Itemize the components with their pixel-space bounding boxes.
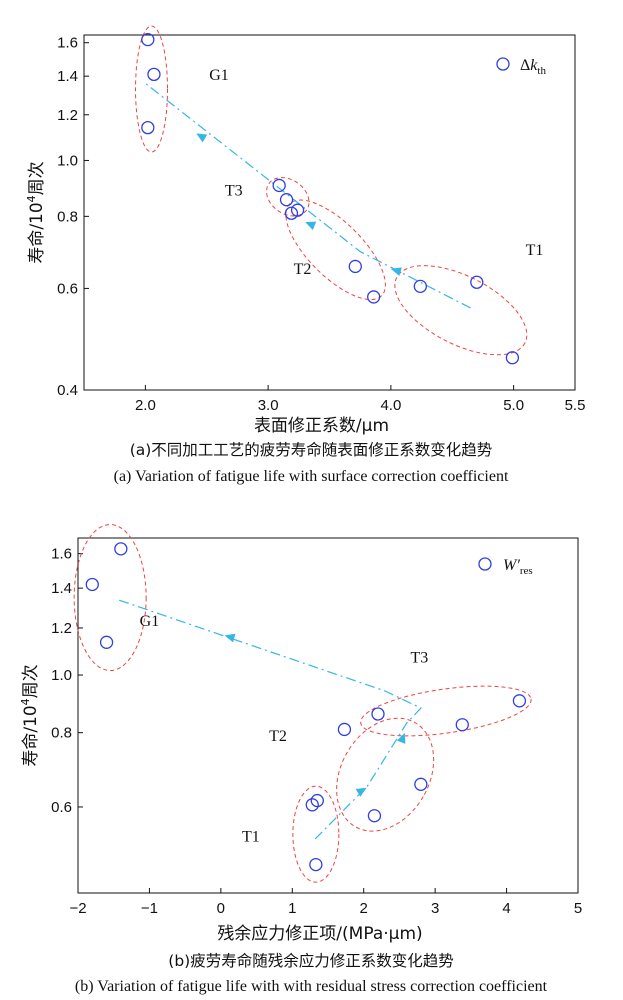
y-tick-label: 1.2 xyxy=(57,107,78,124)
trend-arrow-icon xyxy=(390,267,402,277)
data-point xyxy=(470,275,484,289)
y-tick-label: 1.2 xyxy=(51,620,72,637)
y-tick-label: 1.4 xyxy=(57,68,78,85)
group-ellipse-t3 xyxy=(360,685,532,737)
data-point xyxy=(348,259,362,274)
caption-english: (a) Variation of fatigue life with surfa… xyxy=(114,468,509,485)
plot-frame xyxy=(77,537,579,894)
legend: W′res xyxy=(478,557,533,577)
group-ellipse-t2 xyxy=(285,199,386,301)
group-label-g1: G1 xyxy=(209,67,229,84)
trend-arrow-icon xyxy=(224,633,236,643)
y-axis-label: 寿命/104周次 xyxy=(25,161,47,263)
chart-a: 2.0 3.0 4.0 5.0 5.5 1.6 1.4 1.2 1.0 0.8 0.6 0.4 表面修正… xyxy=(25,25,586,485)
y-tick-label: 0.4 xyxy=(57,382,78,399)
group-label-g1: G1 xyxy=(140,613,160,630)
data-point xyxy=(505,351,520,365)
trend-arrow-icon xyxy=(355,787,367,797)
group-ellipse-t2 xyxy=(336,717,435,832)
caption-english: (b) Variation of fatigue life with with … xyxy=(75,978,548,995)
x-tick-label: 3.0 xyxy=(258,397,279,414)
group-label-t1: T1 xyxy=(242,828,260,845)
data-point xyxy=(310,793,324,808)
x-tick-label: −2 xyxy=(69,900,86,917)
data-point xyxy=(147,67,161,82)
y-tick-label: 0.8 xyxy=(57,208,78,225)
group-ellipse-t1 xyxy=(292,785,340,883)
data-point xyxy=(85,577,99,592)
group-ellipse-t1 xyxy=(394,265,528,356)
data-point xyxy=(413,279,427,293)
x-axis-label: 表面修正系数/μm xyxy=(254,416,389,436)
trend-arrow-icon xyxy=(196,133,208,143)
data-point xyxy=(272,178,286,193)
x-tick-label: −1 xyxy=(141,900,158,917)
x-tick-label: 5.5 xyxy=(565,397,586,414)
legend-marker xyxy=(496,57,510,71)
data-point xyxy=(367,290,381,304)
data-point xyxy=(141,120,155,135)
x-tick-label: 5 xyxy=(574,900,582,917)
x-tick-label: 5.0 xyxy=(503,397,524,414)
y-tick-label: 1.6 xyxy=(51,546,72,563)
trend-arrow-icon xyxy=(396,732,406,744)
group-label-t2: T2 xyxy=(269,728,287,745)
data-point xyxy=(367,809,382,823)
x-tick-label: 0 xyxy=(217,900,225,917)
x-tick-label: 2 xyxy=(360,900,368,917)
caption-chinese: (b)疲劳寿命随残余应力修正系数变化趋势 xyxy=(168,951,453,970)
y-axis-label: 寿命/104周次 xyxy=(19,664,41,766)
data-point xyxy=(337,722,352,737)
trend-line xyxy=(117,598,422,840)
data-point xyxy=(512,694,527,708)
group-label-t3: T3 xyxy=(411,649,429,666)
y-tick-label: 0.6 xyxy=(51,799,72,816)
chart-b: −2 −1 0 1 2 3 4 5 1.6 1.4 1.2 1.0 0.8 0.6 残余应力修正项/(MPa… xyxy=(19,524,582,995)
legend-label: W′res xyxy=(503,557,533,577)
data-point xyxy=(141,32,155,47)
x-tick-label: 3 xyxy=(431,900,439,917)
group-label-t1: T1 xyxy=(526,242,544,259)
legend: Δkth xyxy=(496,57,546,77)
group-label-t2: T2 xyxy=(294,261,312,278)
x-tick-label: 1 xyxy=(288,900,296,917)
y-tick-label: 1.6 xyxy=(57,35,78,52)
caption-chinese: (a)不同加工工艺的疲劳寿命随表面修正系数变化趋势 xyxy=(130,441,493,459)
x-tick-label: 4 xyxy=(502,900,510,917)
y-tick-label: 0.6 xyxy=(57,280,78,297)
legend-marker xyxy=(478,557,492,571)
trend-arrow-icon xyxy=(305,221,317,231)
group-label-t3: T3 xyxy=(225,182,243,199)
x-tick-label: 4.0 xyxy=(380,397,401,414)
data-point xyxy=(290,203,305,217)
data-point xyxy=(284,206,299,220)
y-tick-label: 1.0 xyxy=(57,152,78,169)
x-axis-label: 残余应力修正项/(MPa·μm) xyxy=(217,924,422,944)
data-point xyxy=(114,542,128,556)
data-point xyxy=(414,777,428,791)
legend-label: Δkth xyxy=(520,57,546,77)
group-ellipse-t3 xyxy=(266,177,310,217)
trend-line xyxy=(145,82,471,309)
group-ellipse-g1 xyxy=(135,25,169,153)
group-ellipse-g1 xyxy=(73,524,147,672)
data-point xyxy=(99,635,114,649)
data-point xyxy=(309,857,323,872)
data-point xyxy=(371,707,385,721)
x-tick-label: 2.0 xyxy=(135,397,156,414)
data-point xyxy=(279,193,294,207)
data-point xyxy=(305,798,319,812)
plot-frame xyxy=(83,34,576,391)
y-tick-label: 1.0 xyxy=(51,667,72,684)
data-point xyxy=(455,718,469,732)
y-tick-label: 0.8 xyxy=(51,725,72,742)
y-tick-label: 1.4 xyxy=(51,580,72,597)
